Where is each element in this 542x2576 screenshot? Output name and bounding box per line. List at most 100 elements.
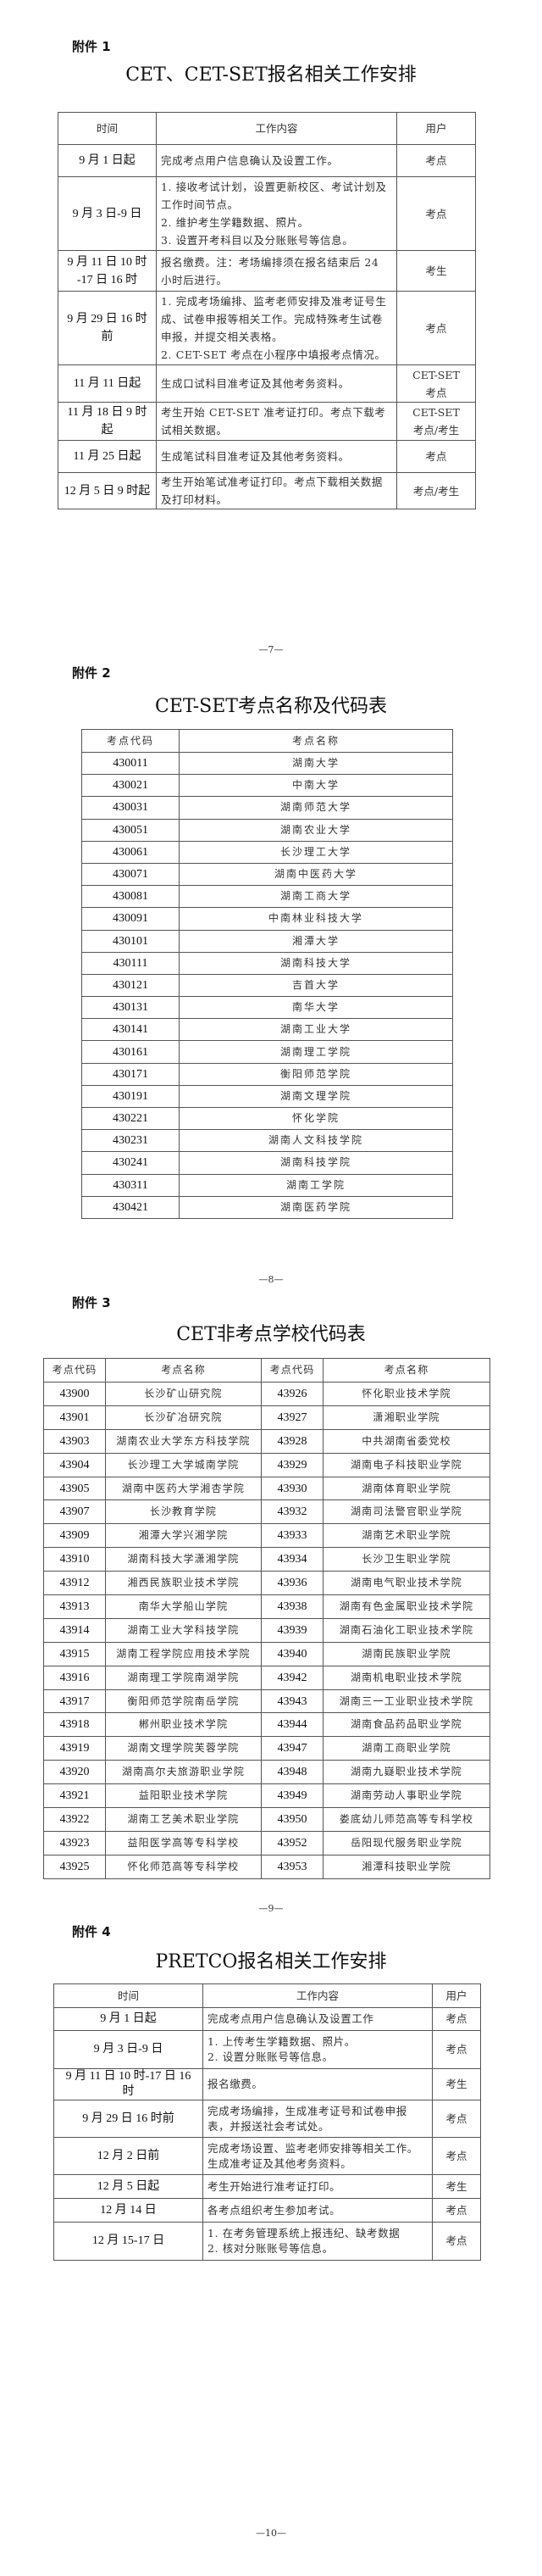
header-row: 时间 工作内容 用户 bbox=[53, 1983, 481, 2008]
site-code-cell: 43905 bbox=[43, 1476, 106, 1501]
site-code-cell: 43926 bbox=[261, 1382, 324, 1406]
site-code-cell: 430011 bbox=[81, 751, 180, 776]
user-cell: 考生 bbox=[432, 2068, 481, 2100]
site-code-cell: 430031 bbox=[81, 796, 180, 820]
user-line: 考生 bbox=[445, 2179, 467, 2193]
column-header: 考点代码 bbox=[261, 1358, 324, 1383]
table-row: 430061 长沙理工大学 bbox=[81, 840, 453, 864]
site-code-cell: 430161 bbox=[81, 1040, 180, 1064]
site-name-cell: 湖南艺术职业学院 bbox=[323, 1523, 490, 1549]
content-cell: 报名缴费。 bbox=[202, 2068, 433, 2100]
site-name-cell: 怀化师范高等专科学校 bbox=[105, 1854, 262, 1879]
table-row: 43901 长沙矿冶研究院 43927 潇湘职业学院 bbox=[43, 1405, 490, 1430]
site-code-cell: 43943 bbox=[261, 1689, 324, 1714]
site-name-cell: 湖南司法警官职业学院 bbox=[323, 1499, 490, 1525]
site-name-cell: 中共湖南省委党校 bbox=[323, 1428, 490, 1454]
time-cell: 9 月 11 日 10 时 -17 日 16 时 bbox=[58, 250, 157, 292]
user-line: 考生 bbox=[425, 264, 447, 277]
user-line: 考点 bbox=[445, 2149, 467, 2162]
time-line: 9 月 29 日 16 时前 bbox=[67, 313, 147, 343]
page-number-9: —9— bbox=[258, 1903, 284, 1914]
site-code-cell: 430231 bbox=[81, 1129, 180, 1153]
site-code-cell: 43950 bbox=[261, 1807, 324, 1832]
site-name-cell: 湖南高尔夫旅游职业学院 bbox=[105, 1760, 262, 1785]
site-name-cell: 长沙教育学院 bbox=[105, 1499, 262, 1525]
time-cell: 9 月 3 日-9 日 bbox=[58, 176, 157, 251]
user-line: 考点 bbox=[445, 2234, 467, 2247]
user-cell: 考点 bbox=[396, 440, 476, 473]
site-code-cell: 43940 bbox=[261, 1641, 324, 1666]
site-code-cell: 430141 bbox=[81, 1018, 180, 1042]
table-row: 43917 衡阳师范学院南岳学院 43943 湖南三一工业职业技术学院 bbox=[43, 1689, 490, 1714]
table-row: 9 月 1 日起 完成考点用户信息确认及设置工作。 考点 bbox=[58, 144, 476, 177]
content-line: 考生开始 CET-SET 准考证打印。考点下载考试相关数据。 bbox=[161, 406, 386, 437]
user-line: 考点 bbox=[425, 450, 447, 463]
site-name-cell: 长沙矿冶研究院 bbox=[105, 1405, 262, 1430]
site-code-cell: 43949 bbox=[261, 1783, 324, 1809]
site-code-cell: 43914 bbox=[43, 1617, 106, 1643]
site-code-cell: 43927 bbox=[261, 1405, 324, 1430]
site-code-cell: 43910 bbox=[43, 1547, 106, 1572]
cet-schedule-table: 时间 工作内容 用户 9 月 1 日起 完成考点用户信息确认及设置工作。 考点 9 月 3 … bbox=[58, 112, 476, 509]
header-row: 考点代码 考点名称 考点代码 考点名称 bbox=[43, 1358, 490, 1383]
table-row: 43915 湖南工程学院应用技术学院 43940 湖南民族职业学院 bbox=[43, 1641, 490, 1666]
site-code-cell: 43933 bbox=[261, 1523, 324, 1549]
table-row: 430311 湖南工学院 bbox=[81, 1173, 453, 1197]
time-line: 9 月 11 日 10 时-17 日 16 时 bbox=[65, 2070, 191, 2098]
annex-4-label: 附件 4 bbox=[72, 1924, 111, 1939]
table-row: 43903 湖南农业大学东方科技学院 43928 中共湖南省委党校 bbox=[43, 1428, 490, 1454]
table-row: 430121 吉首大学 bbox=[81, 973, 453, 998]
table-row: 43907 长沙教育学院 43932 湖南司法警官职业学院 bbox=[43, 1499, 490, 1525]
time-line: 12 月 14 日 bbox=[100, 2203, 157, 2217]
table-row: 430241 湖南科技学院 bbox=[81, 1151, 453, 1175]
site-code-cell: 43929 bbox=[261, 1452, 324, 1477]
site-name-cell: 南华大学 bbox=[179, 996, 453, 1020]
site-code-cell: 43900 bbox=[43, 1382, 106, 1406]
table-row: 430081 湖南工商大学 bbox=[81, 885, 453, 909]
user-line: 考生 bbox=[445, 2078, 467, 2090]
site-code-cell: 43913 bbox=[43, 1594, 106, 1619]
site-code-cell: 430071 bbox=[81, 862, 180, 887]
site-code-cell: 430191 bbox=[81, 1084, 180, 1109]
site-code-cell: 430081 bbox=[81, 885, 180, 909]
time-line: -17 日 16 时 bbox=[76, 273, 138, 287]
table-row: 430191 湖南文理学院 bbox=[81, 1084, 453, 1109]
table-row: 430141 湖南工业大学 bbox=[81, 1018, 453, 1042]
site-code-cell: 43919 bbox=[43, 1736, 106, 1761]
user-cell: CET-SET 考点/考生 bbox=[396, 402, 476, 441]
table-row: 430221 怀化学院 bbox=[81, 1106, 453, 1131]
site-name-cell: 湖南人文科技学院 bbox=[179, 1129, 453, 1153]
table-row: 43918 郴州职业技术学院 43944 湖南食品药品职业学院 bbox=[43, 1712, 490, 1738]
table-row: 43904 长沙理工大学城南学院 43929 湖南电子科技职业学院 bbox=[43, 1452, 490, 1477]
user-cell: 考点 bbox=[396, 144, 476, 177]
content-line: 报名缴费。 bbox=[207, 2078, 263, 2090]
page-number-8: —8— bbox=[258, 1274, 284, 1285]
site-code-cell: 430241 bbox=[81, 1151, 180, 1175]
column-header: 考点名称 bbox=[323, 1358, 490, 1383]
site-name-cell: 湖南文理学院芙蓉学院 bbox=[105, 1736, 262, 1761]
table-row: 43922 湖南工艺美术职业学院 43950 娄底幼儿师范高等专科学校 bbox=[43, 1807, 490, 1832]
table-row: 430171 衡阳师范学院 bbox=[81, 1062, 453, 1086]
content-line: 各考点组织考生参加考试。 bbox=[207, 2203, 341, 2217]
table-row: 430021 中南大学 bbox=[81, 774, 453, 798]
site-name-cell: 湖南九嶷职业技术学院 bbox=[323, 1760, 490, 1785]
pretco-schedule-table: 时间 工作内容 用户 9 月 1 日起 完成考点用户信息确认及设置工作 考点 9 月 3 日… bbox=[53, 1983, 481, 2261]
content-cell: 完成考点用户信息确认及设置工作 bbox=[202, 2007, 433, 2031]
user-line: 考点 bbox=[425, 207, 447, 220]
content-cell: 考生开始 CET-SET 准考证打印。考点下载考试相关数据。 bbox=[156, 402, 397, 441]
column-header: 考点名称 bbox=[179, 729, 453, 753]
user-line: 考点 bbox=[425, 386, 447, 399]
site-name-cell: 湖南电子科技职业学院 bbox=[323, 1452, 490, 1477]
content-cell: 1. 接收考试计划，设置更新校区、考试计划及工作时间节点。 2. 维护考生学籍数据… bbox=[156, 176, 397, 251]
time-line: 9 月 1 日起 bbox=[100, 2012, 157, 2025]
column-header: 时间 bbox=[58, 112, 157, 145]
user-cell: 考点 bbox=[432, 2137, 481, 2175]
user-cell: 考生 bbox=[432, 2174, 481, 2199]
site-name-cell: 益阳医学高等专科学校 bbox=[105, 1830, 262, 1855]
site-code-cell: 43904 bbox=[43, 1452, 106, 1477]
site-code-cell: 430111 bbox=[81, 951, 180, 975]
time-cell: 12 月 2 日前 bbox=[53, 2137, 203, 2175]
site-name-cell: 湖南工业大学科技学院 bbox=[105, 1617, 262, 1643]
table-row: 12 月 14 日 各考点组织考生参加考试。 考点 bbox=[53, 2198, 481, 2223]
table-row: 43920 湖南高尔夫旅游职业学院 43948 湖南九嶷职业技术学院 bbox=[43, 1760, 490, 1785]
